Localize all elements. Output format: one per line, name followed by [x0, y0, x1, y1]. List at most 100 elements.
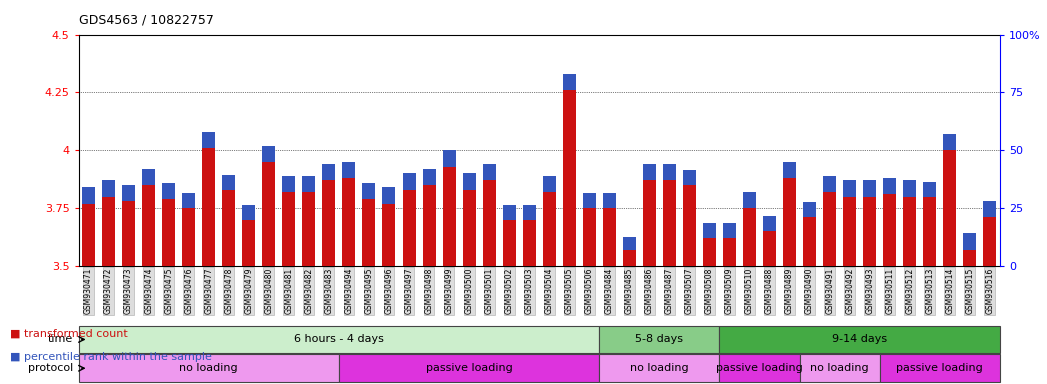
Bar	[162, 199, 175, 266]
Bar	[542, 176, 556, 192]
Bar	[303, 176, 315, 192]
Bar	[443, 167, 455, 266]
Bar	[162, 183, 175, 199]
Bar	[719, 354, 800, 382]
Bar	[843, 180, 856, 197]
Bar	[339, 354, 599, 382]
Bar	[222, 175, 236, 190]
Bar	[923, 182, 936, 197]
Bar	[102, 197, 115, 266]
Bar	[743, 192, 756, 208]
Text: passive loading: passive loading	[716, 363, 803, 373]
Bar	[503, 220, 516, 266]
Bar	[723, 223, 736, 238]
Text: no loading: no loading	[810, 363, 869, 373]
Bar	[142, 185, 155, 266]
Bar	[82, 204, 95, 266]
Bar	[79, 326, 599, 353]
Bar	[102, 180, 115, 197]
Bar	[583, 193, 596, 208]
Bar	[122, 201, 135, 266]
Bar	[402, 174, 416, 190]
Bar	[803, 217, 816, 266]
Bar	[222, 190, 236, 266]
Bar	[542, 192, 556, 266]
Bar	[863, 197, 876, 266]
Bar	[483, 164, 495, 180]
Bar	[943, 151, 956, 266]
Bar	[202, 132, 216, 148]
Bar	[599, 326, 719, 353]
Bar	[382, 187, 396, 204]
Bar	[803, 202, 816, 217]
Bar	[743, 208, 756, 266]
Bar	[783, 162, 796, 178]
Bar	[263, 146, 275, 162]
Bar	[884, 178, 896, 194]
Bar	[483, 180, 495, 266]
Bar	[599, 354, 719, 382]
Bar	[342, 178, 355, 266]
Bar	[904, 197, 916, 266]
Bar	[603, 208, 616, 266]
Bar	[983, 201, 997, 217]
Bar	[303, 192, 315, 266]
Bar	[800, 354, 879, 382]
Text: ■ percentile rank within the sample: ■ percentile rank within the sample	[10, 352, 213, 362]
Bar	[443, 151, 455, 167]
Bar	[322, 180, 335, 266]
Bar	[663, 180, 676, 266]
Bar	[963, 233, 977, 250]
Bar	[202, 148, 216, 266]
Bar	[763, 232, 776, 266]
Bar	[182, 208, 195, 266]
Text: passive loading: passive loading	[896, 363, 983, 373]
Bar	[879, 354, 1000, 382]
Bar	[362, 199, 376, 266]
Bar	[283, 192, 295, 266]
Bar	[583, 208, 596, 266]
Bar	[402, 190, 416, 266]
Bar	[122, 185, 135, 201]
Bar	[763, 216, 776, 232]
Text: passive loading: passive loading	[426, 363, 512, 373]
Bar	[843, 197, 856, 266]
Bar	[423, 185, 436, 266]
Text: GDS4563 / 10822757: GDS4563 / 10822757	[79, 14, 214, 27]
Text: 5-8 days: 5-8 days	[636, 334, 684, 344]
Bar	[623, 250, 636, 266]
Text: no loading: no loading	[630, 363, 689, 373]
Bar	[643, 180, 655, 266]
Bar	[904, 180, 916, 197]
Bar	[823, 192, 837, 266]
Text: time: time	[48, 334, 73, 344]
Text: 9-14 days: 9-14 days	[832, 334, 887, 344]
Bar	[923, 197, 936, 266]
Bar	[522, 205, 536, 220]
Bar	[342, 162, 355, 178]
Bar	[242, 220, 255, 266]
Bar	[82, 187, 95, 204]
Bar	[522, 220, 536, 266]
Bar	[463, 190, 475, 266]
Text: 6 hours - 4 days: 6 hours - 4 days	[294, 334, 384, 344]
Text: no loading: no loading	[179, 363, 238, 373]
Bar	[723, 238, 736, 266]
Bar	[983, 217, 997, 266]
Bar	[603, 193, 616, 208]
Bar	[884, 194, 896, 266]
Bar	[283, 176, 295, 192]
Bar	[142, 169, 155, 185]
Bar	[823, 176, 837, 192]
Bar	[783, 178, 796, 266]
Bar	[703, 238, 716, 266]
Bar	[703, 223, 716, 238]
Bar	[242, 205, 255, 220]
Bar	[562, 90, 576, 266]
Bar	[382, 204, 396, 266]
Bar	[182, 193, 195, 208]
Bar	[663, 164, 676, 180]
Bar	[463, 174, 475, 190]
Bar	[322, 164, 335, 180]
Bar	[423, 169, 436, 185]
